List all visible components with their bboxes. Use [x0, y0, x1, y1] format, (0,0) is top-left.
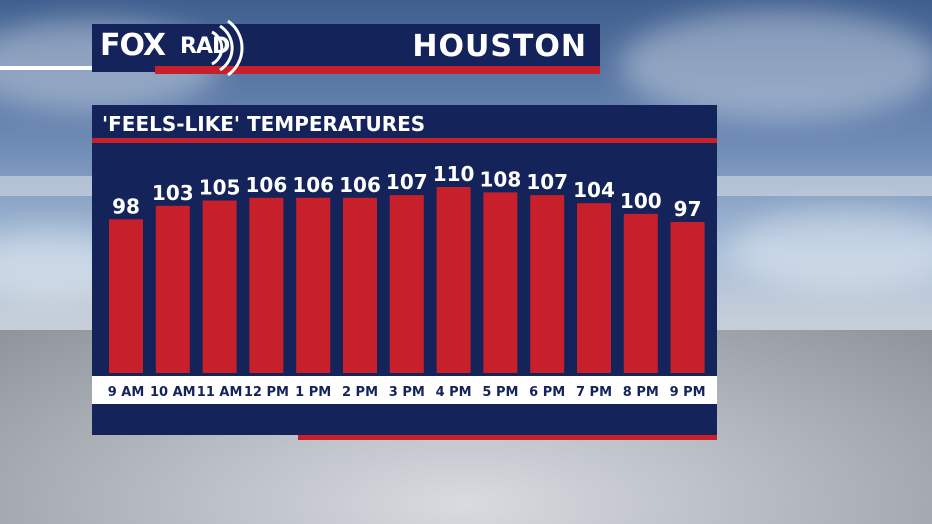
- bar: [155, 205, 190, 373]
- header-red-line: [155, 66, 600, 74]
- x-tick-label: 3 PM: [389, 385, 425, 400]
- bar-value-label: 104: [573, 178, 615, 202]
- logo-fox: FOX: [100, 28, 166, 63]
- header-accent-line: [0, 66, 160, 70]
- x-tick-label: 12 PM: [244, 385, 289, 400]
- bar-value-label: 110: [433, 162, 475, 186]
- x-tick-label: 10 AM: [150, 385, 196, 400]
- bar: [202, 200, 237, 373]
- chart-title: 'FEELS-LIKE' TEMPERATURES: [102, 112, 426, 136]
- bar-value-label: 106: [292, 173, 334, 197]
- city-name: HOUSTON: [412, 29, 587, 64]
- x-tick-label: 1 PM: [295, 385, 331, 400]
- bar: [530, 195, 565, 373]
- cloud: [730, 210, 932, 290]
- bar: [483, 192, 518, 373]
- bar: [623, 213, 658, 373]
- title-red-line: [92, 138, 717, 143]
- bar-value-label: 103: [152, 181, 194, 205]
- panel-bottom-red-line: [298, 435, 717, 440]
- x-tick-label: 5 PM: [482, 385, 518, 400]
- x-tick-label: 7 PM: [576, 385, 612, 400]
- bar: [389, 195, 424, 373]
- bar: [249, 197, 284, 373]
- bar: [109, 219, 143, 373]
- x-tick-label: 2 PM: [342, 385, 378, 400]
- bar-value-label: 98: [112, 194, 140, 218]
- x-tick-label: 9 PM: [670, 385, 706, 400]
- x-tick-label: 6 PM: [529, 385, 565, 400]
- header-bar: [92, 24, 600, 72]
- bar: [577, 203, 611, 373]
- cloud: [620, 10, 932, 120]
- bar: [436, 187, 471, 373]
- bar-value-label: 105: [199, 176, 241, 200]
- bar: [296, 197, 331, 373]
- bar-value-label: 106: [339, 173, 381, 197]
- bar-value-label: 107: [526, 170, 568, 194]
- x-tick-label: 8 PM: [623, 385, 659, 400]
- bar-value-label: 100: [620, 189, 662, 213]
- x-axis-strip: [92, 376, 717, 404]
- bar-value-label: 107: [386, 170, 428, 194]
- bar-value-label: 97: [674, 197, 702, 221]
- bar: [670, 222, 705, 373]
- x-tick-label: 4 PM: [436, 385, 472, 400]
- x-tick-label: 9 AM: [108, 385, 145, 400]
- bar-value-label: 106: [246, 173, 288, 197]
- radar-waves-icon: [211, 19, 244, 77]
- x-tick-label: 11 AM: [197, 385, 243, 400]
- bar-value-label: 108: [480, 167, 522, 191]
- bar: [343, 197, 377, 373]
